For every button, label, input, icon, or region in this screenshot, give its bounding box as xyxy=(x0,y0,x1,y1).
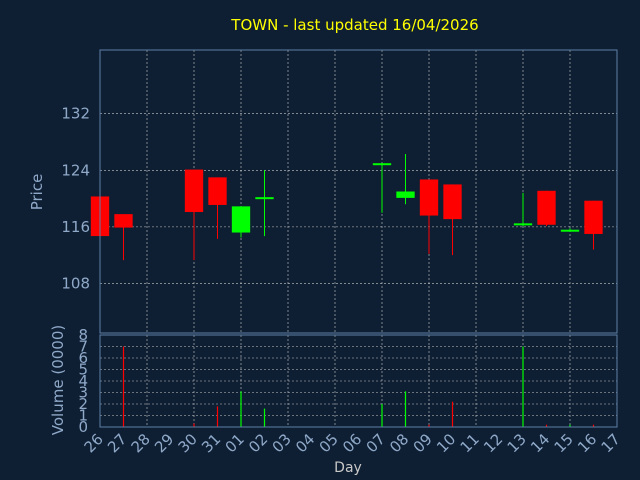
volume-axis-label: Volume (0000) xyxy=(49,325,67,435)
volume-tick-label: 0 xyxy=(78,418,88,436)
candle-body xyxy=(114,214,133,228)
price-tick-label: 116 xyxy=(61,218,90,236)
volume-tick-label: 4 xyxy=(78,372,88,390)
volume-tick-label: 8 xyxy=(78,326,88,344)
price-ticks: 108 116 124 132 xyxy=(61,105,90,293)
price-axis-label: Price xyxy=(28,174,46,211)
volume-tick-label: 2 xyxy=(78,395,88,413)
volume-bars-group xyxy=(122,346,595,427)
chart-title: TOWN - last updated 16/04/2026 xyxy=(230,16,478,34)
candle-body xyxy=(560,229,580,232)
candle-body xyxy=(208,177,227,205)
volume-tick-label: 5 xyxy=(78,361,88,379)
candle-body xyxy=(372,163,392,166)
candle-body xyxy=(537,190,556,225)
candle-body xyxy=(184,169,204,213)
price-tick-label: 108 xyxy=(61,274,90,292)
x-axis-label: Day xyxy=(334,460,362,476)
volume-panel-frame xyxy=(99,334,618,428)
volume-tick-label: 1 xyxy=(78,407,88,425)
x-ticks: 2627282930310102030405060708091011121314… xyxy=(81,430,624,456)
candle-body xyxy=(255,197,274,200)
candle-body xyxy=(231,206,251,233)
candle-body xyxy=(396,191,415,198)
candle-body xyxy=(419,179,439,216)
volume-tick-label: 3 xyxy=(78,384,88,402)
candle-body xyxy=(584,200,603,234)
volume-tick-label: 6 xyxy=(78,349,88,367)
price-panel-frame xyxy=(99,49,618,334)
volume-tick-label: 7 xyxy=(78,338,88,356)
candle-body xyxy=(443,184,462,220)
price-tick-label: 124 xyxy=(61,161,90,179)
price-tick-label: 132 xyxy=(61,105,90,123)
candle-body xyxy=(513,223,533,226)
